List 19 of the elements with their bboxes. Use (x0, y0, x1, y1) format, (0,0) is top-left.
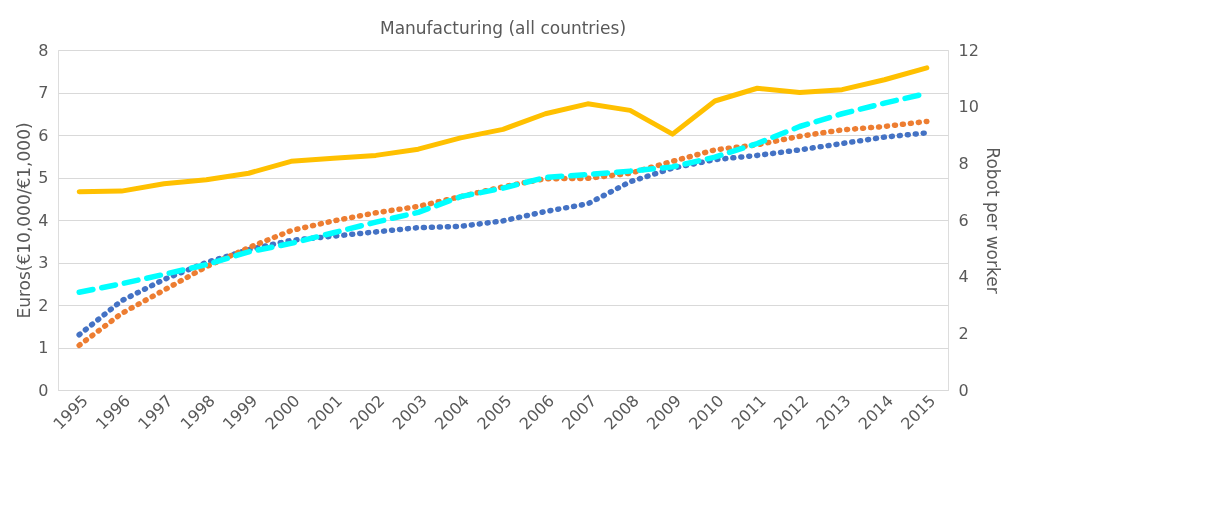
y-tick-label: 5 (38, 168, 49, 187)
y2-axis-title: Robot per worker (982, 147, 1003, 294)
y-tick-label: 2 (38, 295, 49, 315)
y-tick-label: 8 (38, 40, 49, 60)
y-tick-label: 0 (38, 380, 49, 400)
y2-tick-label: 12 (958, 40, 979, 60)
y2-tick-label: 8 (958, 153, 969, 173)
y-tick-label: 4 (38, 210, 49, 230)
y2-tick-label: 6 (958, 210, 969, 230)
y-tick-label: 6 (38, 125, 49, 145)
y2-tick-label: 0 (958, 380, 969, 400)
y-tick-label: 1 (38, 338, 49, 357)
y-tick-label: 3 (38, 253, 49, 272)
y-tick-label: 7 (38, 83, 49, 102)
y2-tick-label: 4 (958, 267, 969, 287)
chart-title: Manufacturing (all countries) (379, 18, 627, 38)
y2-tick-label: 2 (958, 323, 969, 343)
y2-tick-label: 10 (958, 97, 979, 117)
y-axis-title: Euros(€10,000/€1,000) (14, 122, 35, 319)
